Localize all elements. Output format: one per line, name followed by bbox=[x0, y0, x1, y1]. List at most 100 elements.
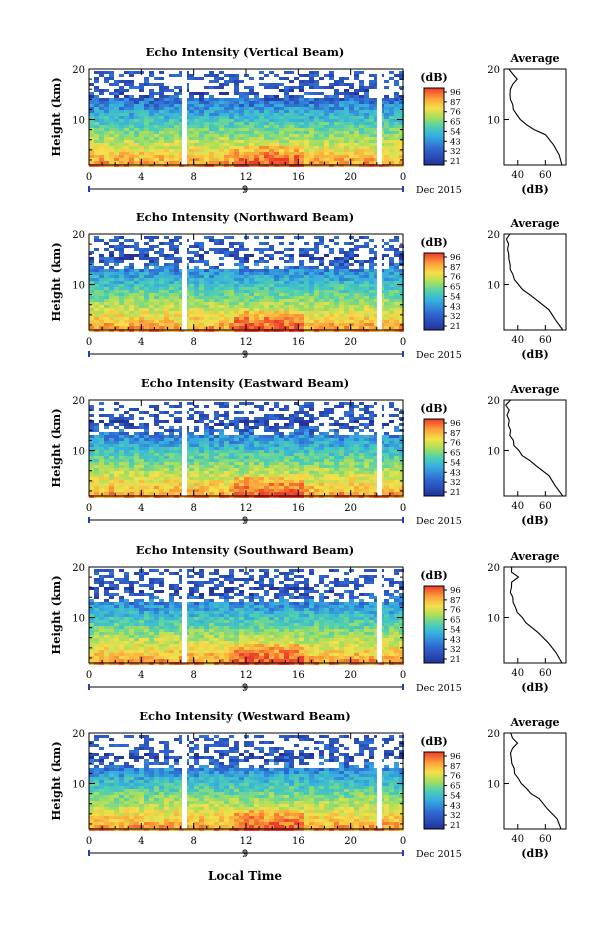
echo-cell bbox=[129, 320, 134, 323]
echo-cell bbox=[229, 317, 234, 320]
echo-cell bbox=[194, 152, 199, 155]
echo-cell bbox=[394, 239, 399, 242]
echo-cell bbox=[109, 471, 114, 474]
echo-cell bbox=[94, 137, 99, 140]
echo-cell bbox=[119, 290, 124, 293]
echo-cell bbox=[144, 269, 149, 272]
echo-cell bbox=[134, 483, 139, 486]
echo-cell bbox=[344, 254, 349, 257]
echo-cell bbox=[364, 302, 369, 305]
echo-cell bbox=[159, 131, 164, 134]
echo-cell bbox=[299, 311, 304, 314]
echo-cell bbox=[139, 140, 144, 143]
echo-cell bbox=[294, 113, 299, 116]
echo-cell bbox=[294, 122, 299, 125]
echo-cell bbox=[199, 149, 204, 152]
echo-cell bbox=[239, 420, 244, 423]
echo-cell bbox=[159, 435, 164, 438]
echo-cell bbox=[354, 435, 359, 438]
echo-cell bbox=[169, 146, 174, 149]
echo-cell bbox=[214, 161, 219, 164]
echo-cell bbox=[314, 98, 319, 101]
echo-cell bbox=[284, 296, 289, 299]
echo-cell bbox=[364, 299, 369, 302]
echo-cell bbox=[304, 314, 309, 317]
echo-cell bbox=[194, 242, 199, 245]
echo-cell bbox=[384, 465, 389, 468]
echo-cell bbox=[209, 143, 214, 146]
echo-cell bbox=[259, 438, 264, 441]
echo-cell bbox=[349, 296, 354, 299]
echo-cell bbox=[224, 254, 229, 257]
echo-cell bbox=[394, 290, 399, 293]
echo-cell bbox=[384, 98, 389, 101]
echo-cell bbox=[384, 140, 389, 143]
echo-cell bbox=[344, 98, 349, 101]
echo-cell bbox=[299, 143, 304, 146]
echo-cell bbox=[389, 245, 394, 248]
echo-cell bbox=[109, 158, 114, 161]
echo-cell bbox=[329, 311, 334, 314]
echo-cell bbox=[269, 137, 274, 140]
echo-cell bbox=[334, 140, 339, 143]
echo-cell bbox=[344, 471, 349, 474]
echo-cell bbox=[389, 468, 394, 471]
echo-cell bbox=[329, 146, 334, 149]
echo-cell bbox=[289, 146, 294, 149]
echo-cell bbox=[154, 435, 159, 438]
echo-cell bbox=[189, 308, 194, 311]
echo-cell bbox=[124, 266, 129, 269]
echo-cell bbox=[114, 323, 119, 326]
echo-cell bbox=[164, 98, 169, 101]
echo-cell bbox=[389, 122, 394, 125]
echo-cell bbox=[389, 459, 394, 462]
echo-cell bbox=[179, 284, 184, 287]
echo-cell bbox=[349, 143, 354, 146]
echo-cell bbox=[154, 408, 159, 411]
echo-cell bbox=[279, 125, 284, 128]
echo-cell bbox=[274, 83, 279, 86]
echo-cell bbox=[194, 435, 199, 438]
echo-cell bbox=[354, 290, 359, 293]
echo-cell bbox=[124, 245, 129, 248]
echo-cell bbox=[174, 447, 179, 450]
echo-cell bbox=[394, 444, 399, 447]
echo-cell bbox=[389, 113, 394, 116]
echo-cell bbox=[239, 402, 244, 405]
echo-cell bbox=[299, 86, 304, 89]
echo-cell bbox=[349, 101, 354, 104]
echo-cell bbox=[89, 104, 94, 107]
echo-cell bbox=[369, 447, 374, 450]
echo-cell bbox=[134, 278, 139, 281]
echo-cell bbox=[334, 101, 339, 104]
echo-cell bbox=[114, 80, 119, 83]
echo-cell bbox=[169, 320, 174, 323]
echo-cell bbox=[294, 411, 299, 414]
echo-cell bbox=[299, 236, 304, 239]
echo-cell bbox=[144, 483, 149, 486]
echo-cell bbox=[384, 474, 389, 477]
echo-cell bbox=[174, 311, 179, 314]
echo-cell bbox=[354, 477, 359, 480]
echo-cell bbox=[104, 272, 109, 275]
echo-cell bbox=[359, 116, 364, 119]
echo-cell bbox=[249, 305, 254, 308]
echo-cell bbox=[134, 101, 139, 104]
echo-cell bbox=[194, 444, 199, 447]
echo-cell bbox=[334, 456, 339, 459]
echo-cell bbox=[289, 134, 294, 137]
echo-cell bbox=[224, 74, 229, 77]
echo-cell bbox=[114, 107, 119, 110]
echo-cell bbox=[259, 405, 264, 408]
echo-cell bbox=[194, 459, 199, 462]
echo-cell bbox=[399, 435, 404, 438]
echo-cell bbox=[179, 471, 184, 474]
echo-cell bbox=[399, 299, 404, 302]
echo-cell bbox=[359, 125, 364, 128]
echo-cell bbox=[194, 305, 199, 308]
echo-cell bbox=[229, 80, 234, 83]
echo-cell bbox=[349, 465, 354, 468]
echo-cell bbox=[339, 317, 344, 320]
echo-cell bbox=[324, 456, 329, 459]
echo-cell bbox=[104, 131, 109, 134]
